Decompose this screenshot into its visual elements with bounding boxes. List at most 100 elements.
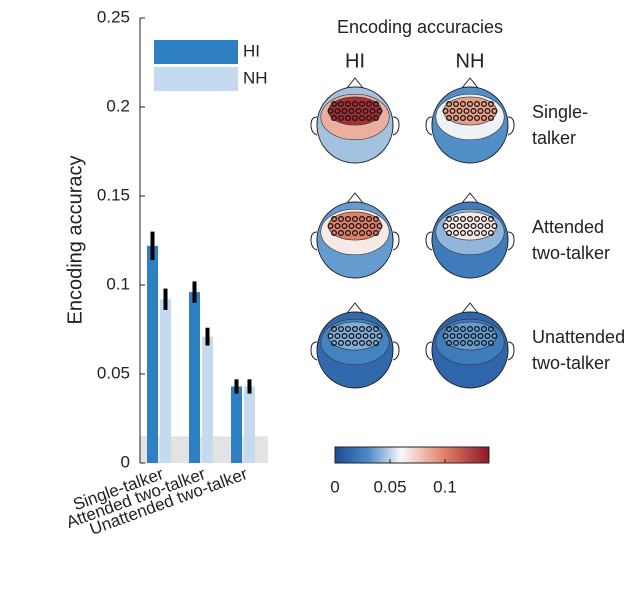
head-ear (310, 116, 318, 136)
electrode (331, 230, 338, 237)
electrode (359, 216, 366, 223)
electrode (345, 216, 352, 223)
colorbar-tick-label: 0.05 (373, 477, 406, 496)
electrode (366, 216, 373, 223)
electrode (359, 100, 366, 107)
electrode (352, 216, 359, 223)
electrode (446, 216, 453, 223)
column-label: HI (345, 50, 365, 72)
electrode (484, 223, 491, 230)
electrode (345, 100, 352, 107)
electrode (470, 333, 477, 340)
bar (231, 386, 242, 463)
column-label: NH (456, 50, 485, 72)
head-ear (425, 231, 433, 251)
electrode (491, 333, 498, 340)
electrode (481, 340, 488, 347)
bar (189, 292, 200, 463)
electrode (327, 333, 334, 340)
electrode (355, 333, 362, 340)
electrode (376, 223, 383, 230)
electrode (334, 223, 341, 230)
electrode (348, 107, 355, 114)
electrode (477, 107, 484, 114)
electrode (331, 114, 338, 121)
colorbar-tick-label: 0.1 (433, 477, 457, 496)
electrode (467, 326, 474, 333)
electrode (453, 100, 460, 107)
electrode (442, 333, 449, 340)
electrode (484, 333, 491, 340)
electrode (362, 107, 369, 114)
y-tick-label: 0.1 (106, 274, 130, 293)
electrode (366, 340, 373, 347)
head-nose (461, 192, 479, 204)
electrode (338, 326, 345, 333)
electrode (474, 100, 481, 107)
colorbar (334, 446, 490, 464)
head-ear (507, 116, 515, 136)
electrode (366, 100, 373, 107)
electrode (345, 114, 352, 121)
electrode (460, 216, 467, 223)
electrode (467, 230, 474, 237)
electrode (345, 326, 352, 333)
electrode (456, 333, 463, 340)
electrode (331, 216, 338, 223)
electrode (488, 216, 495, 223)
head-ear (392, 341, 400, 361)
electrode (481, 114, 488, 121)
electrode (453, 340, 460, 347)
electrode (355, 107, 362, 114)
electrode (366, 114, 373, 121)
electrode (446, 340, 453, 347)
head-ear (392, 116, 400, 136)
electrode (362, 223, 369, 230)
topomap-title: Encoding accuracies (337, 17, 503, 37)
electrode (376, 333, 383, 340)
legend-swatch (154, 40, 238, 64)
electrode (369, 107, 376, 114)
electrode (338, 230, 345, 237)
electrode (474, 230, 481, 237)
head-ear (507, 341, 515, 361)
electrode (331, 340, 338, 347)
y-tick-label: 0.25 (97, 7, 130, 26)
electrode (327, 223, 334, 230)
electrode (345, 340, 352, 347)
bar (244, 386, 255, 463)
electrode (446, 100, 453, 107)
electrode (449, 107, 456, 114)
electrode (470, 223, 477, 230)
electrode (481, 230, 488, 237)
electrode (453, 114, 460, 121)
electrode (373, 100, 380, 107)
electrode (467, 114, 474, 121)
electrode (463, 107, 470, 114)
electrode (362, 333, 369, 340)
y-tick-label: 0.05 (97, 363, 130, 382)
electrode (460, 326, 467, 333)
electrode (359, 326, 366, 333)
electrode (453, 230, 460, 237)
electrode (373, 114, 380, 121)
head-nose (461, 77, 479, 89)
electrode (338, 100, 345, 107)
electrode (359, 114, 366, 121)
electrode (477, 223, 484, 230)
electrode (467, 340, 474, 347)
electrode (491, 223, 498, 230)
electrode (373, 326, 380, 333)
electrode (338, 340, 345, 347)
electrode (366, 230, 373, 237)
electrode (460, 340, 467, 347)
electrode (474, 114, 481, 121)
legend-swatch (154, 67, 238, 91)
electrode (449, 333, 456, 340)
row-label: Unattended (532, 327, 625, 347)
electrode (467, 216, 474, 223)
electrode (341, 107, 348, 114)
electrode (460, 230, 467, 237)
bar (147, 245, 158, 463)
row-label: talker (532, 128, 576, 148)
